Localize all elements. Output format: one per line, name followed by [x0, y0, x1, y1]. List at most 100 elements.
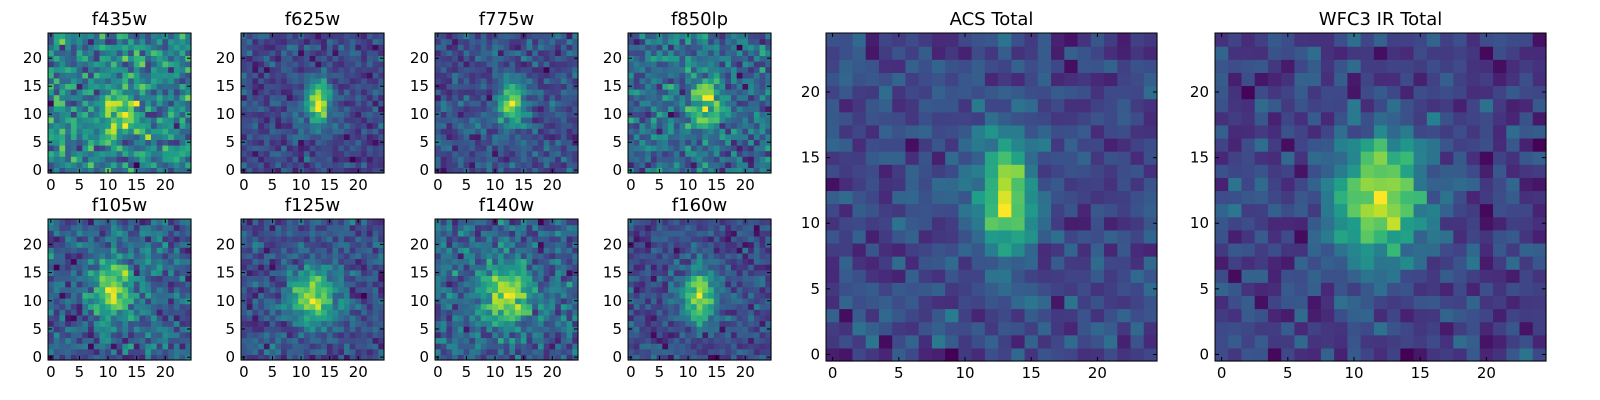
heatmap-cell — [65, 89, 72, 96]
heatmap-cell — [286, 247, 294, 254]
heatmap-cell — [332, 38, 339, 45]
x-tick-label: 15 — [707, 176, 726, 194]
heatmap-cell — [349, 303, 356, 310]
heatmap-cell — [759, 105, 766, 112]
heatmap-cell — [105, 269, 112, 276]
heatmap-cell — [549, 100, 556, 107]
heatmap-cell — [532, 235, 539, 243]
heatmap-cell — [656, 150, 663, 157]
heatmap-cell — [742, 66, 749, 73]
heatmap-cell — [53, 337, 61, 344]
heatmap-cell — [258, 122, 265, 129]
heatmap-cell — [509, 105, 516, 112]
heatmap-cell — [88, 66, 95, 73]
heatmap-cell — [492, 77, 499, 84]
heatmap-cell — [549, 117, 556, 124]
heatmap-cell — [338, 292, 345, 299]
heatmap-cell — [88, 139, 95, 146]
heatmap-cell — [82, 224, 89, 231]
heatmap-cell — [765, 281, 772, 288]
heatmap-cell — [349, 38, 356, 45]
heatmap-cell — [549, 72, 556, 79]
heatmap-cell — [708, 161, 715, 168]
heatmap-cell — [515, 33, 522, 40]
heatmap-cell — [748, 111, 755, 118]
heatmap-cell — [116, 94, 123, 101]
heatmap-cell — [133, 83, 141, 90]
heatmap-cell — [378, 320, 385, 327]
heatmap-cell — [753, 303, 761, 310]
heatmap-cell — [480, 111, 488, 118]
heatmap-cell — [286, 38, 294, 45]
heatmap-cell — [469, 117, 476, 124]
heatmap-cell — [99, 286, 106, 293]
heatmap-cell — [281, 275, 288, 282]
heatmap-cell — [139, 77, 146, 84]
heatmap-cell — [378, 343, 385, 350]
heatmap-cell — [286, 269, 294, 276]
heatmap-cell — [650, 314, 658, 322]
heatmap-cell — [128, 61, 135, 68]
heatmap-cell — [303, 252, 311, 260]
heatmap-cell — [292, 224, 299, 231]
heatmap-cell — [685, 281, 692, 288]
heatmap-cell — [309, 314, 316, 322]
heatmap-cell — [349, 150, 356, 157]
heatmap-cell — [53, 72, 61, 79]
heatmap-cell — [713, 275, 721, 282]
heatmap-cell — [361, 309, 368, 316]
heatmap-cell — [435, 235, 442, 243]
y-tick-label: 15 — [23, 77, 42, 95]
heatmap-cell — [736, 117, 743, 124]
heatmap-cell — [475, 105, 482, 112]
heatmap-cell — [713, 55, 721, 62]
heatmap-cell — [59, 150, 66, 157]
heatmap-cell — [105, 235, 112, 243]
heatmap-cell — [696, 275, 703, 282]
heatmap-cell — [463, 117, 470, 124]
heatmap-cell — [309, 161, 316, 168]
heatmap-cell — [753, 314, 761, 322]
heatmap-cell — [656, 44, 663, 51]
heatmap-cell — [725, 38, 732, 45]
heatmap-cell — [662, 33, 669, 40]
heatmap-cell — [480, 105, 488, 112]
heatmap-cell — [173, 161, 181, 168]
heatmap-cell — [656, 83, 663, 90]
heatmap-cell — [281, 320, 288, 327]
heatmap-cell — [145, 89, 152, 96]
heatmap-cell — [469, 128, 476, 135]
heatmap-cell — [708, 348, 715, 355]
heatmap-cell — [173, 264, 181, 271]
heatmap-cell — [303, 105, 311, 112]
heatmap-cell — [645, 66, 652, 73]
heatmap-cell — [139, 286, 146, 293]
heatmap-cell — [748, 354, 755, 361]
heatmap-cell — [690, 150, 698, 157]
heatmap-cell — [759, 122, 766, 129]
heatmap-cell — [53, 77, 61, 84]
heatmap-cell — [70, 235, 78, 243]
heatmap-cell — [378, 128, 385, 135]
heatmap-cell — [303, 297, 311, 305]
heatmap-cell — [258, 343, 265, 350]
heatmap-cell — [150, 139, 158, 146]
heatmap-cell — [645, 286, 652, 293]
heatmap-cell — [76, 258, 83, 265]
heatmap-cell — [343, 337, 351, 344]
heatmap-cell — [88, 314, 95, 322]
heatmap-cell — [452, 235, 459, 243]
heatmap-cell — [252, 38, 259, 45]
heatmap-cell — [730, 128, 738, 135]
heatmap-cell — [122, 331, 129, 339]
heatmap-cell — [452, 326, 459, 333]
heatmap-cell — [128, 89, 135, 96]
heatmap-cell — [298, 320, 305, 327]
heatmap-cell — [162, 150, 169, 157]
heatmap-cell — [555, 264, 562, 271]
heatmap-cell — [497, 252, 505, 260]
heatmap-cell — [281, 252, 288, 260]
heatmap-cell — [515, 297, 522, 305]
heatmap-cell — [53, 297, 61, 305]
heatmap-cell — [128, 292, 135, 299]
